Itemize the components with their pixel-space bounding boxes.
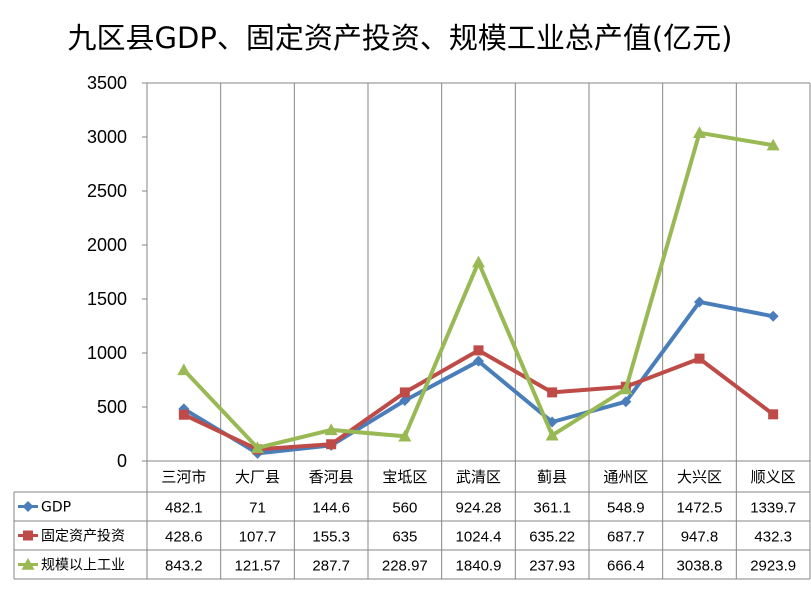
data-point (21, 558, 35, 570)
category-label: 顺义区 (751, 468, 796, 486)
data-cell: 1840.9 (456, 558, 502, 575)
data-point (398, 429, 412, 442)
data-cell: 924.28 (456, 500, 502, 517)
data-point (473, 355, 484, 367)
data-cell: 687.7 (607, 529, 645, 546)
series-line (182, 130, 774, 450)
data-point (694, 296, 705, 308)
data-point (177, 363, 191, 376)
y-tick-label: 2000 (87, 235, 127, 255)
series-3 (177, 126, 780, 454)
data-point (178, 409, 189, 420)
data-cell: 71 (249, 500, 266, 517)
data-cell: 228.97 (382, 558, 428, 575)
data-point (23, 530, 33, 541)
data-point (324, 423, 338, 436)
data-cell: 237.93 (529, 558, 575, 575)
category-label: 香河县 (309, 468, 354, 486)
data-cell: 428.6 (165, 529, 203, 546)
legend-label: GDP (41, 500, 71, 516)
data-cell: 1472.5 (677, 500, 723, 517)
data-point (473, 345, 484, 356)
data-cell: 548.9 (607, 500, 645, 517)
data-point (547, 387, 558, 398)
legend-key (18, 530, 38, 541)
legend-label: 规模以上工业 (41, 558, 125, 574)
y-tick-label: 3500 (87, 73, 127, 93)
data-cell: 666.4 (607, 558, 645, 575)
data-cell: 482.1 (165, 500, 203, 517)
data-cell: 155.3 (312, 529, 350, 546)
data-point (768, 409, 779, 420)
data-cell: 635.22 (529, 529, 575, 546)
data-point (620, 396, 632, 408)
legend-label: 固定资产投资 (41, 529, 125, 545)
data-cell: 560 (392, 500, 417, 517)
legend-key (18, 501, 38, 512)
data-point (399, 395, 411, 407)
data-cell: 432.3 (754, 529, 792, 546)
data-point (767, 310, 779, 322)
category-label: 三河市 (161, 468, 206, 486)
category-label: 宝坻区 (382, 468, 427, 486)
y-tick-label: 3000 (87, 127, 127, 147)
data-cell: 2923.9 (750, 558, 796, 575)
data-cell: 635 (392, 529, 417, 546)
data-point (22, 501, 34, 512)
data-point (251, 441, 264, 454)
data-cell: 3038.8 (677, 558, 723, 575)
data-point (766, 138, 780, 151)
data-point (619, 382, 633, 395)
category-label: 大兴区 (677, 468, 722, 486)
y-tick-label: 1000 (87, 343, 127, 363)
data-cell: 1024.4 (456, 529, 502, 546)
category-label: 通州区 (603, 468, 648, 486)
series-line (182, 299, 774, 456)
data-table: 三河市 大厂县 香河县 宝坻区 武清区 蓟县 通州区 大兴区 顺义区 GDP 482.1 71 144.… (13, 460, 810, 580)
data-point (326, 439, 337, 450)
series-1 (178, 296, 779, 459)
data-cell: 144.6 (312, 500, 350, 517)
data-cell: 361.1 (533, 500, 571, 517)
chart-title: 九区县GDP、固定资产投资、规模工业总产值(亿元) (68, 21, 733, 55)
legend-key (18, 558, 38, 570)
y-axis: 0 500 1000 1500 2000 2500 3000 3500 (87, 73, 147, 471)
y-tick-label: 500 (97, 397, 127, 417)
data-point (399, 387, 410, 398)
data-point (694, 353, 705, 364)
series-lines (177, 126, 780, 459)
data-cell: 287.7 (312, 558, 350, 575)
category-label: 蓟县 (537, 468, 567, 486)
category-label: 武清区 (456, 468, 501, 486)
data-cell: 1339.7 (750, 500, 796, 517)
data-point (472, 255, 485, 268)
y-tick-label: 0 (117, 451, 127, 471)
y-tick-label: 1500 (87, 289, 127, 309)
data-cell: 947.8 (681, 529, 719, 546)
data-point (693, 126, 706, 139)
category-label: 大厂县 (235, 468, 280, 486)
data-point (545, 428, 559, 441)
data-cell: 843.2 (165, 558, 203, 575)
gridlines (146, 82, 811, 579)
y-tick-label: 2500 (87, 181, 127, 201)
data-cell: 121.57 (235, 558, 281, 575)
data-cell: 107.7 (239, 529, 277, 546)
